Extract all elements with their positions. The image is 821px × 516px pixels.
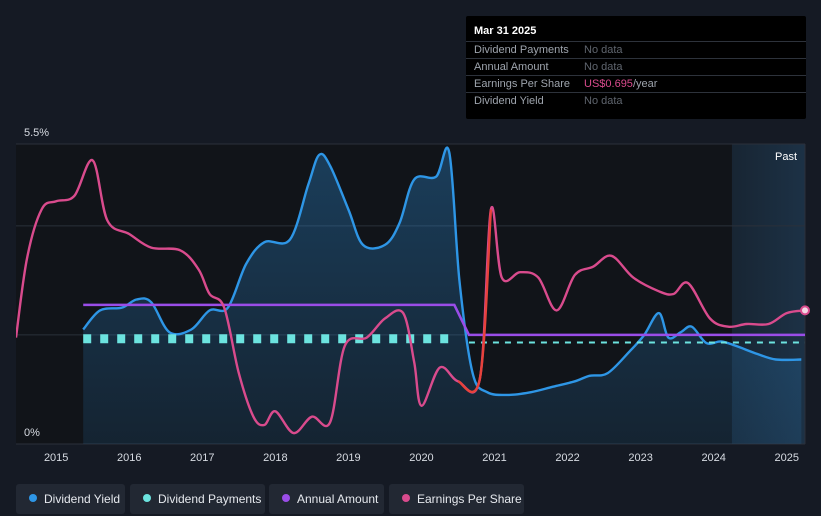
tooltip-value: No data — [584, 95, 623, 107]
x-tick-label: 2021 — [482, 452, 506, 464]
x-tick-label: 2019 — [336, 452, 360, 464]
legend-item-annual-amount[interactable]: Annual Amount — [269, 484, 384, 514]
legend-label: Earnings Per Share — [417, 492, 522, 506]
legend-item-dividend-yield[interactable]: Dividend Yield — [16, 484, 125, 514]
annual-amount-line — [83, 303, 805, 337]
tooltip-row-annual-amount: Annual Amount No data — [466, 58, 806, 76]
tooltip-card: Mar 31 2025 Dividend Payments No data An… — [466, 16, 806, 119]
legend-item-dividend-payments[interactable]: Dividend Payments — [130, 484, 265, 514]
legend-dot-icon — [29, 494, 37, 502]
tooltip-value: No data — [584, 44, 623, 56]
legend-dot-icon — [402, 494, 410, 502]
tooltip-value: No data — [584, 61, 623, 73]
x-tick-label: 2024 — [701, 452, 725, 464]
earnings-per-share-line — [16, 159, 805, 435]
tooltip-label: Annual Amount — [474, 61, 549, 73]
tooltip-date: Mar 31 2025 — [474, 25, 537, 37]
legend-label: Dividend Yield — [44, 492, 121, 506]
tooltip-row-dividend-yield: Dividend Yield No data — [466, 92, 806, 110]
x-tick-label: 2018 — [263, 452, 287, 464]
x-tick-label: 2025 — [774, 452, 798, 464]
legend-label: Dividend Payments — [158, 492, 262, 506]
x-tick-label: 2017 — [190, 452, 214, 464]
x-tick-label: 2022 — [555, 452, 579, 464]
eps-decline-segment — [457, 209, 493, 394]
x-tick-label: 2020 — [409, 452, 433, 464]
tooltip-label: Dividend Payments — [474, 44, 569, 56]
eps-unit: /year — [632, 78, 658, 90]
past-label: Past — [775, 151, 797, 163]
legend-item-earnings-per-share[interactable]: Earnings Per Share — [389, 484, 524, 514]
tooltip-value: US$0.695/year — [584, 78, 657, 90]
tooltip-row-dividend-payments: Dividend Payments No data — [466, 41, 806, 59]
tooltip-row-earnings-per-share: Earnings Per Share US$0.695/year — [466, 75, 806, 93]
legend-dot-icon — [282, 494, 290, 502]
x-tick-label: 2015 — [44, 452, 68, 464]
eps-value: US$0.695 — [584, 78, 633, 90]
earnings-per-share-end-marker — [800, 305, 810, 316]
x-tick-label: 2016 — [117, 452, 141, 464]
x-tick-label: 2023 — [628, 452, 652, 464]
legend-dot-icon — [143, 494, 151, 502]
legend-label: Annual Amount — [297, 492, 379, 506]
y-axis-top-label: 5.5% — [24, 127, 49, 139]
y-axis-bottom-label: 0% — [24, 427, 40, 439]
tooltip-label: Dividend Yield — [474, 95, 544, 107]
dividend-yield-area — [83, 147, 802, 444]
dividend-yield-line — [82, 146, 802, 397]
tooltip-label: Earnings Per Share — [474, 78, 570, 90]
